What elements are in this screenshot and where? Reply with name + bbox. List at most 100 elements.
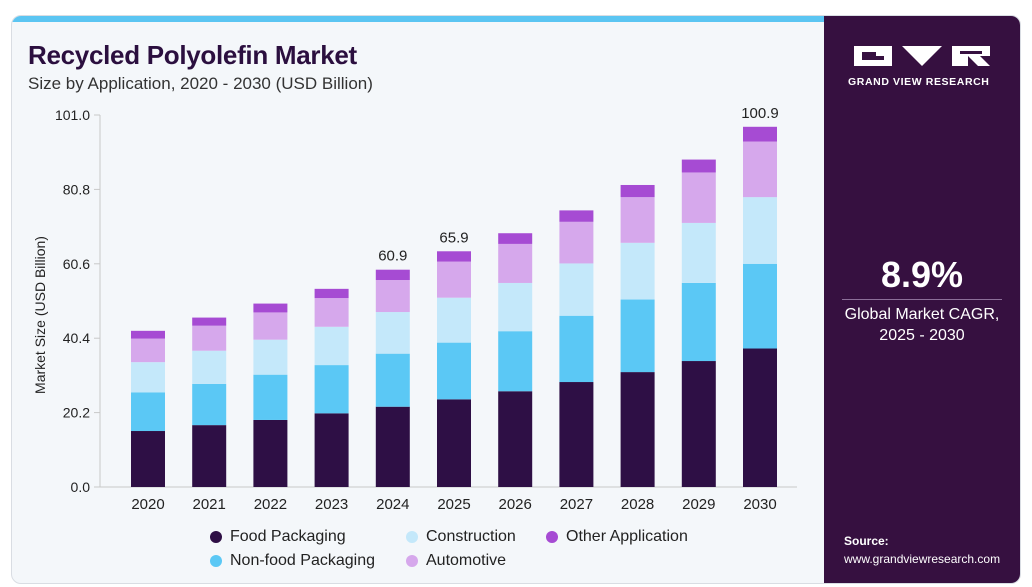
bar-segment-construction-2029 [681,222,716,283]
bar-segment-construction-2021 [192,350,227,384]
bar-segment-automotive-2028 [620,197,655,243]
source-url: www.grandviewresearch.com [844,552,1001,566]
y-tick-label: 101.0 [55,107,90,123]
bar-segment-non-food-packaging-2024 [375,353,410,407]
bar-segment-food-packaging-2024 [375,406,410,487]
bar-segment-non-food-packaging-2028 [620,299,655,373]
bar-segment-non-food-packaging-2027 [559,315,594,383]
bar-segment-non-food-packaging-2022 [253,374,288,420]
bar-segment-food-packaging-2029 [681,361,716,487]
legend-swatch-construction [406,531,418,543]
x-tick-label: 2029 [682,496,715,513]
bar-segment-automotive-2029 [681,172,716,223]
bar-segment-other-application-2026 [498,233,533,244]
y-tick-label: 20.2 [63,405,90,421]
bar-segment-construction-2024 [375,312,410,354]
bar-segment-construction-2026 [498,282,533,332]
bar-segment-other-application-2029 [681,159,716,173]
y-tick-label: 60.6 [63,256,90,272]
bar-segment-automotive-2020 [131,338,165,363]
legend-label-other-application: Other Application [566,528,688,545]
bar-segment-construction-2030 [743,197,777,264]
bar-segment-non-food-packaging-2023 [314,365,349,414]
bar-segment-food-packaging-2023 [314,413,349,487]
legend-label-food-packaging: Food Packaging [230,528,346,545]
bar-segment-food-packaging-2026 [498,391,533,487]
bar-segment-other-application-2022 [253,303,288,313]
legend-item-construction: Construction [406,528,516,546]
x-tick-label: 2025 [437,496,470,513]
accent-bar [12,16,824,22]
bar-segment-construction-2020 [131,362,165,393]
legend-swatch-food-packaging [210,531,222,543]
legend-item-non-food-packaging: Non-food Packaging [210,552,375,570]
cagr-label-line1: Global Market CAGR, [844,306,1000,323]
x-tick-label: 2021 [193,496,226,513]
x-tick-label: 2026 [499,496,532,513]
legend-item-food-packaging: Food Packaging [210,528,346,546]
cagr-value: 8.9% [880,254,964,295]
bar-segment-non-food-packaging-2020 [131,392,165,432]
bar-segment-food-packaging-2027 [559,382,594,487]
legend: Food Packaging Construction Other Applic… [210,524,730,576]
bar-segment-non-food-packaging-2026 [498,331,533,392]
bar-segment-food-packaging-2025 [437,399,471,487]
y-axis-label: Market Size (USD Billion) [32,236,48,394]
legend-swatch-other-application [546,531,558,543]
brand-name: GRAND VIEW RESEARCH [848,76,990,88]
bar-segment-automotive-2024 [375,280,410,313]
legend-label-construction: Construction [426,528,516,545]
cagr-label: Global Market CAGR, 2025 - 2030 [824,304,1020,346]
cagr-label-line2: 2025 - 2030 [879,327,965,344]
bar-segment-automotive-2026 [498,243,533,283]
y-tick-label: 80.8 [63,181,90,197]
bar-segment-construction-2023 [314,326,349,366]
bar-segment-automotive-2021 [192,325,227,351]
bar-segment-food-packaging-2022 [253,419,288,487]
chart-subtitle: Size by Application, 2020 - 2030 (USD Bi… [28,74,373,93]
bar-segment-automotive-2023 [314,298,349,327]
legend-swatch-non-food-packaging [210,555,222,567]
x-tick-label: 2030 [743,496,776,513]
bar-segment-other-application-2021 [192,317,227,326]
bar-segment-automotive-2030 [743,141,777,198]
data-label-2025: 65.9 [439,229,468,246]
bar-segment-other-application-2025 [437,251,471,262]
bar-segment-food-packaging-2030 [743,348,777,487]
chart-title: Recycled Polyolefin Market [28,40,357,70]
legend-item-automotive: Automotive [406,552,506,570]
bar-segment-non-food-packaging-2021 [192,383,227,426]
bar-segment-food-packaging-2021 [192,425,227,487]
legend-label-automotive: Automotive [426,552,507,569]
bar-segment-other-application-2030 [743,126,777,142]
x-tick-label: 2023 [315,496,348,513]
bar-segment-construction-2025 [437,297,471,343]
stacked-bar-chart: 0.0 20.2 40.4 60.6 80.8 101.0 Market Size (USD… [32,105,797,513]
bar-segment-automotive-2027 [559,221,594,264]
legend-label-non-food-packaging: Non-food Packaging [230,552,375,569]
cagr-divider [842,299,1002,300]
bar-segment-other-application-2024 [375,269,410,281]
x-tick-label: 2024 [376,496,409,513]
y-tick-label: 0.0 [71,479,91,495]
bar-segment-construction-2022 [253,339,288,375]
bar-segment-non-food-packaging-2030 [743,263,777,349]
bar-segment-other-application-2020 [131,330,165,339]
x-tick-label: 2028 [621,496,654,513]
y-tick-label: 40.4 [63,330,90,346]
bar-segment-other-application-2023 [314,288,349,299]
x-tick-label: 2022 [254,496,287,513]
bar-segment-non-food-packaging-2029 [681,282,716,362]
bar-segment-automotive-2022 [253,312,288,340]
x-tick-label: 2027 [560,496,593,513]
x-tick-label: 2020 [131,496,164,513]
legend-swatch-automotive [406,555,418,567]
bar-segment-other-application-2027 [559,210,594,222]
data-label-2024: 60.9 [378,248,407,265]
bar-segment-other-application-2028 [620,184,655,198]
bar-segment-automotive-2025 [437,261,471,298]
source-label: Source: [844,534,889,548]
bar-segment-construction-2027 [559,263,594,316]
bar-segment-food-packaging-2020 [131,431,165,487]
bar-segment-construction-2028 [620,242,655,300]
